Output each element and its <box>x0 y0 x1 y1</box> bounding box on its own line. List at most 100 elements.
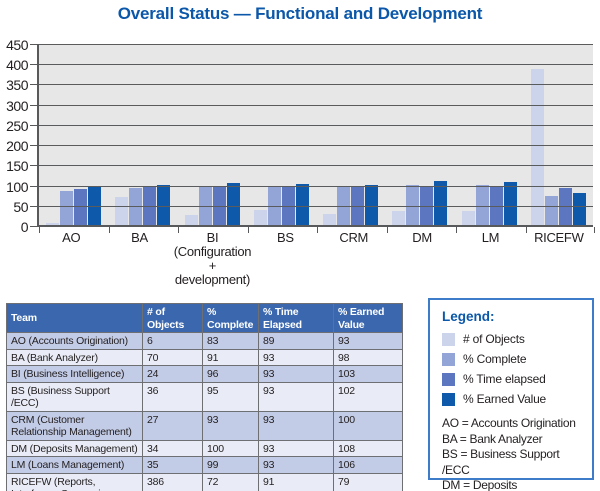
bar-group <box>108 45 177 225</box>
bar-group <box>178 45 247 225</box>
y-tick-label: 350 <box>6 77 28 94</box>
bar <box>323 214 337 225</box>
table-cell: 93 <box>258 410 334 441</box>
table-cell: 34 <box>142 439 203 457</box>
status-table: Team # of Objects% Complete% Time Elapsed… <box>6 303 403 491</box>
legend-item: % Complete <box>442 352 584 366</box>
legend-abbreviation: DM = Deposits Management <box>442 478 518 491</box>
table-cell: 96 <box>202 365 259 383</box>
legend-items: # of Objects % Complete % Time elapsed % Ea… <box>442 332 584 406</box>
gridline <box>39 145 593 147</box>
legend-item: % Earned Value <box>442 392 584 406</box>
table-row: RICEFW (Reports, Interfaces, Conversions… <box>6 472 403 491</box>
y-axis-labels: 0 50 100 150 200 250 300 350 400 450 <box>0 38 30 234</box>
bar-group <box>247 45 316 225</box>
legend-abbreviation: AO = Accounts Origination <box>442 416 576 430</box>
table-cell: 6 <box>142 332 203 350</box>
bar <box>392 211 406 225</box>
table-cell: 93 <box>333 332 403 350</box>
status-table-body: AO (Accounts Origination) 6 83 89 93 BA (Bank… <box>6 332 403 491</box>
table-cell: 106 <box>333 456 403 474</box>
y-tick <box>30 205 40 207</box>
legend-item-label: % Earned Value <box>463 392 547 406</box>
table-row: BI (Business Intelligence) 24 96 93 103 <box>6 365 403 383</box>
legend-abbreviation: BA = Bank Analyzer <box>442 431 543 446</box>
table-cell: 91 <box>202 348 259 366</box>
x-tick-label: AO <box>62 230 81 245</box>
x-tick-label: LM <box>481 230 500 245</box>
table-cell: 103 <box>333 365 403 383</box>
gridline <box>39 64 593 66</box>
table-cell: 72 <box>202 472 259 491</box>
bar-group <box>524 45 593 225</box>
table-cell: 98 <box>333 348 403 366</box>
gridline <box>39 84 593 86</box>
legend-item-label: % Complete <box>463 352 527 366</box>
table-cell: 95 <box>202 381 259 412</box>
x-tick-label: BI (Configuration + development) <box>173 230 252 287</box>
gridline <box>39 185 593 187</box>
bar <box>530 68 544 225</box>
y-tick-label: 0 <box>20 219 29 235</box>
table-cell: 79 <box>333 472 403 491</box>
table-cell: 36 <box>142 381 203 412</box>
x-tick-label: BA <box>131 230 148 245</box>
legend-item: % Time elapsed <box>442 372 584 386</box>
y-tick <box>30 165 40 167</box>
table-cell: 70 <box>142 348 203 366</box>
table-header-cell: % Complete <box>202 303 259 333</box>
table-row: AO (Accounts Origination) 6 83 89 93 <box>6 332 403 350</box>
table-cell: BS (Business Support /ECC) <box>6 381 143 412</box>
bar-group <box>455 45 524 225</box>
bar <box>365 184 379 225</box>
table-cell: 93 <box>258 348 334 366</box>
table-cell: 100 <box>333 410 403 441</box>
x-tick <box>108 227 110 233</box>
table-row: DM (Deposits Management) 34 100 93 108 <box>6 439 403 457</box>
y-tick-label: 50 <box>13 198 28 215</box>
table-cell: 100 <box>202 439 259 457</box>
x-axis-labels: AO BA BI (Configuration + development) BS CR… <box>37 231 593 287</box>
y-tick-label: 250 <box>6 117 28 134</box>
table-cell: 386 <box>142 472 203 491</box>
table-cell: 89 <box>258 332 334 350</box>
x-tick <box>594 227 595 233</box>
gridline <box>39 205 593 207</box>
bar <box>226 183 240 225</box>
table-cell: 83 <box>202 332 259 350</box>
bar-group <box>39 45 108 225</box>
x-tick <box>386 227 388 233</box>
bar <box>157 185 171 225</box>
table-cell: 102 <box>333 381 403 412</box>
legend-swatch-icon <box>442 372 455 386</box>
table-cell: RICEFW (Reports, Interfaces, Conversions… <box>6 472 143 491</box>
x-tick <box>39 227 40 233</box>
y-tick <box>30 145 40 147</box>
bar-group <box>385 45 454 225</box>
bar <box>184 215 198 225</box>
table-cell: 93 <box>202 410 259 441</box>
table-cell: 93 <box>258 365 334 383</box>
y-tick-label: 400 <box>6 57 28 74</box>
bar <box>406 184 420 225</box>
table-header-cell: % Earned Value <box>333 303 403 333</box>
chart-title: Overall Status — Functional and Developm… <box>117 4 483 23</box>
y-tick <box>30 104 40 106</box>
bar <box>461 210 475 225</box>
bar <box>46 222 60 225</box>
gridline <box>39 104 593 106</box>
table-header-row: Team # of Objects% Complete% Time Elapsed… <box>6 303 403 333</box>
table-cell: AO (Accounts Origination) <box>6 332 143 350</box>
x-tick <box>247 227 249 233</box>
table-cell: 93 <box>258 439 334 457</box>
legend-abbreviation: BS = Business Support /ECC <box>442 447 560 477</box>
bar <box>544 195 558 225</box>
y-tick <box>30 64 40 66</box>
legend-abbreviations: AO = Accounts Origination BA = Bank Analy… <box>442 416 584 491</box>
table-cell: 27 <box>142 410 203 441</box>
y-tick <box>30 124 40 126</box>
y-tick <box>30 44 40 45</box>
x-tick <box>525 227 527 233</box>
y-tick <box>30 185 40 187</box>
table-cell: 91 <box>258 472 334 491</box>
